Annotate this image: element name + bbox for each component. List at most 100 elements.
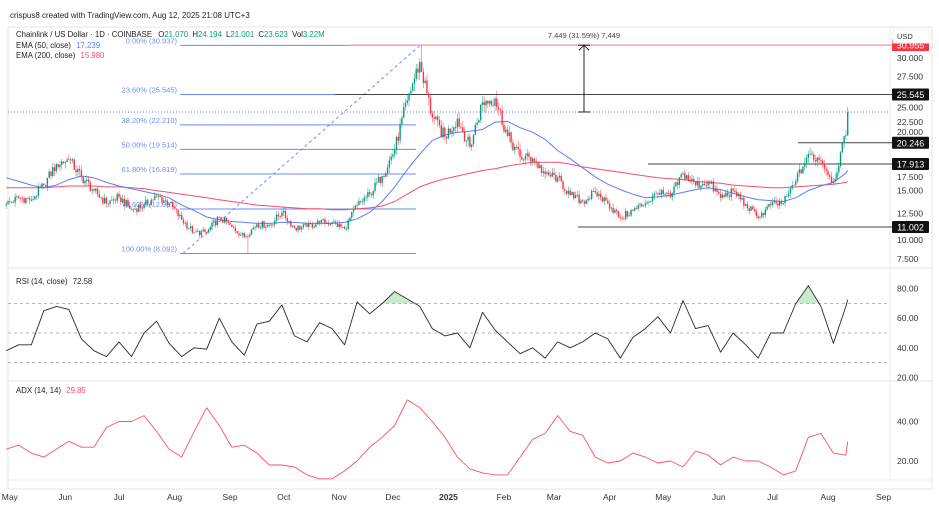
candle — [325, 220, 328, 224]
candle-body — [616, 209, 618, 212]
candle — [789, 185, 792, 198]
candle-body — [574, 195, 577, 199]
candle-body — [571, 192, 573, 196]
candle-body — [841, 142, 844, 153]
candle — [553, 167, 555, 180]
candle-body — [549, 174, 552, 177]
candle — [195, 229, 197, 233]
candle — [778, 197, 781, 210]
candle-body — [66, 159, 68, 162]
candle-body — [599, 193, 602, 198]
candle — [263, 220, 265, 229]
adx-legend[interactable]: ADX (14, 14) 29.85 — [16, 386, 86, 395]
candle-body — [325, 222, 328, 224]
candle-body — [356, 205, 358, 207]
candle-body — [52, 167, 54, 177]
candle-body — [719, 193, 722, 198]
price-axis[interactable]: 7.500 10.000 12.500 15.000 17.500 20.00022.50… — [897, 53, 923, 264]
candle — [743, 195, 745, 210]
rsi-legend[interactable]: RSI (14, close) 72.58 — [16, 277, 92, 286]
candle-body — [832, 181, 835, 183]
candle — [150, 197, 152, 206]
candle — [390, 152, 392, 165]
candle — [793, 184, 795, 186]
candle — [592, 187, 595, 193]
candle — [571, 191, 573, 196]
candle-body — [748, 208, 750, 212]
candle-body — [691, 178, 693, 182]
candle-body — [804, 163, 806, 167]
candle — [283, 206, 285, 217]
horizontal-levels[interactable] — [335, 44, 892, 228]
candle — [567, 186, 570, 199]
candle — [116, 192, 118, 204]
candle — [845, 130, 847, 141]
candle — [268, 223, 271, 228]
candle-body — [444, 127, 446, 137]
candle — [800, 168, 802, 174]
open-value: 21.070 — [164, 30, 189, 39]
candle — [714, 184, 716, 193]
candle — [449, 128, 451, 134]
candle — [812, 151, 815, 163]
candle-body — [175, 209, 177, 210]
candle-body — [730, 188, 733, 197]
candle-body — [667, 192, 670, 194]
candle-body — [91, 189, 93, 191]
candle-body — [96, 188, 99, 195]
candle-body — [737, 193, 740, 197]
candle — [442, 121, 444, 140]
candle-body — [762, 212, 765, 216]
candle-body — [107, 203, 109, 205]
rsi-tick-label: 40.00 — [897, 343, 919, 353]
time-axis[interactable]: May Jun Jul Aug Sep Oct Nov Dec 2025 Feb Mar Apr May… — [2, 492, 892, 502]
fib-retracement[interactable]: 0.00% (30.937) 23.60% (25.545) 38.20% (22.… — [122, 36, 416, 254]
candle-body — [16, 196, 18, 198]
time-tick-label: Aug — [820, 492, 835, 502]
candle-body — [324, 219, 326, 224]
measure-tool[interactable] — [578, 44, 590, 113]
candle-body — [462, 127, 464, 132]
candle — [71, 157, 74, 164]
candle — [286, 215, 289, 225]
candle — [796, 170, 799, 183]
candle — [691, 174, 693, 186]
candle-body — [376, 182, 378, 184]
candle — [653, 190, 656, 201]
candle — [127, 197, 129, 208]
candle-body — [494, 98, 496, 106]
candle-body — [761, 212, 763, 218]
candle — [395, 135, 398, 155]
candle-body — [195, 231, 197, 233]
candle — [804, 157, 806, 172]
candle-body — [236, 231, 238, 234]
candle — [388, 155, 391, 173]
candle-body — [639, 204, 641, 206]
candle — [820, 156, 822, 164]
price-tick-label: 15.000 — [897, 186, 923, 196]
candle-body — [272, 224, 274, 226]
candle-body — [37, 186, 40, 196]
candle — [565, 190, 568, 196]
candle — [524, 152, 527, 166]
candle — [641, 202, 643, 208]
candle-body — [43, 183, 45, 186]
candle — [660, 188, 663, 199]
symbol-legend[interactable]: Chainlink / US Dollar · 1D · COINBASE O2… — [16, 30, 325, 39]
ema50-legend[interactable]: EMA (50, close) 17.239 — [16, 41, 100, 50]
candle — [478, 118, 480, 124]
candle — [77, 166, 79, 177]
candle-body — [309, 223, 312, 225]
candle — [481, 95, 484, 112]
adx-pane: 20.00 40.00 — [6, 399, 919, 480]
candle-body — [327, 222, 330, 225]
currency-box[interactable] — [892, 28, 930, 44]
price-level-tag-text: 20.246 — [897, 138, 925, 148]
fib-trend-line[interactable] — [182, 44, 421, 254]
candle-body — [184, 222, 186, 224]
candle — [121, 195, 124, 205]
candle-body — [513, 146, 516, 151]
candle-body — [41, 183, 43, 188]
ema200-legend[interactable]: EMA (200, close) 15.980 — [16, 51, 105, 60]
